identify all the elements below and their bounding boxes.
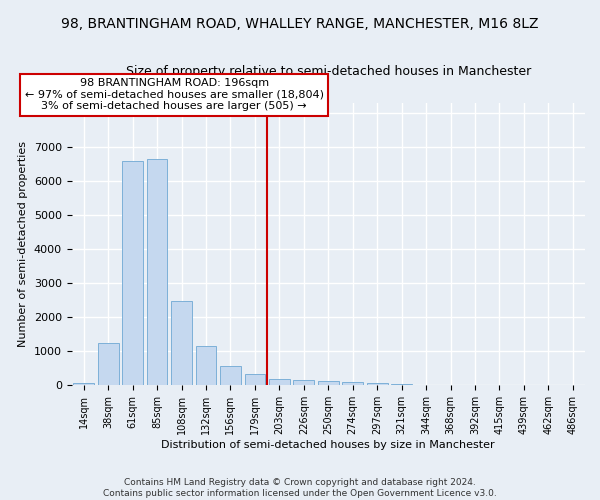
Bar	[343, 382, 363, 386]
Bar	[245, 374, 265, 386]
Title: Size of property relative to semi-detached houses in Manchester: Size of property relative to semi-detach…	[125, 65, 531, 78]
Bar	[367, 383, 388, 386]
Bar	[122, 160, 143, 386]
Bar	[391, 384, 412, 386]
Text: 98, BRANTINGHAM ROAD, WHALLEY RANGE, MANCHESTER, M16 8LZ: 98, BRANTINGHAM ROAD, WHALLEY RANGE, MAN…	[61, 18, 539, 32]
Bar	[73, 383, 94, 386]
Text: 98 BRANTINGHAM ROAD: 196sqm
← 97% of semi-detached houses are smaller (18,804)
3: 98 BRANTINGHAM ROAD: 196sqm ← 97% of sem…	[25, 78, 324, 112]
Text: Contains HM Land Registry data © Crown copyright and database right 2024.
Contai: Contains HM Land Registry data © Crown c…	[103, 478, 497, 498]
Bar	[416, 384, 436, 386]
Bar	[269, 378, 290, 386]
Bar	[98, 344, 119, 386]
Y-axis label: Number of semi-detached properties: Number of semi-detached properties	[18, 141, 28, 347]
Bar	[318, 381, 338, 386]
Bar	[171, 301, 192, 386]
Bar	[220, 366, 241, 386]
Bar	[196, 346, 217, 386]
Bar	[146, 159, 167, 386]
Bar	[293, 380, 314, 386]
X-axis label: Distribution of semi-detached houses by size in Manchester: Distribution of semi-detached houses by …	[161, 440, 495, 450]
